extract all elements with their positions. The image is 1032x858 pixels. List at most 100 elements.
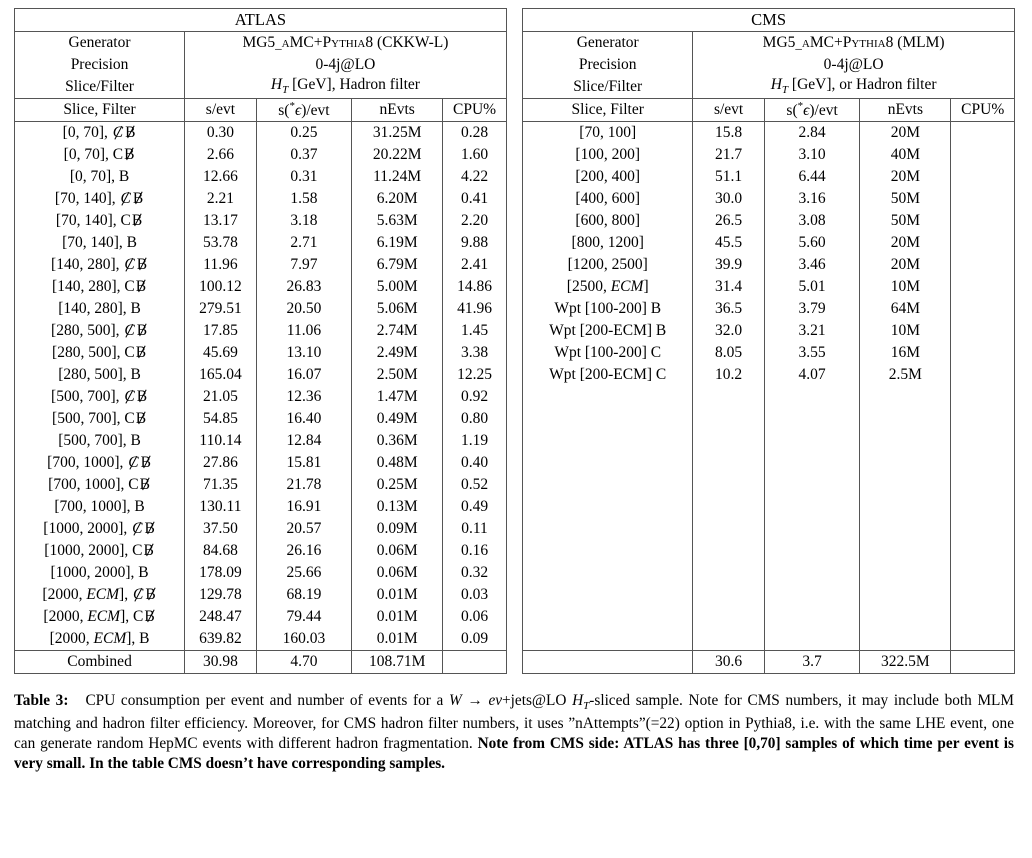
cell-atlas-nevts: 0.06M — [351, 540, 444, 562]
caption-label: Table 3: — [14, 692, 69, 709]
cell-cms-slice: [400, 600] — [522, 188, 694, 210]
table-row: [280, 500], CB 45.69 13.10 2.49M 3.38 Wpt [10… — [13, 342, 1015, 364]
cell-cms-empty — [950, 606, 1015, 628]
cell-atlas-nevts: 5.63M — [351, 210, 444, 232]
column-gap — [506, 386, 523, 408]
label-precision-cms: Precision — [522, 54, 694, 76]
cell-atlas-slice: [2000, ECM], B — [13, 628, 186, 651]
ecm-token: ECM — [86, 586, 120, 604]
column-gap — [506, 31, 523, 54]
cell-cms-cpu — [950, 144, 1015, 166]
cell-atlas-slice: [140, 280], CB — [13, 276, 186, 298]
seps-a-atlas: s( — [278, 102, 290, 120]
cell-atlas-seps: 12.36 — [256, 386, 353, 408]
gen-prefix-cms: MG5 — [762, 34, 796, 52]
cell-cms-nevts: 10M — [859, 320, 952, 342]
cell-atlas-sevt: 84.68 — [184, 540, 257, 562]
cell-combined-cms-label — [522, 650, 694, 674]
cell-atlas-seps: 20.57 — [256, 518, 353, 540]
cell-combined-atlas-cpu — [442, 650, 507, 674]
generator-row: Generator MG5_aMC+Pythia8 (CKKW-L) Gener… — [13, 31, 1015, 54]
cell-cms-empty — [522, 562, 694, 584]
gen-mid-cms: MC+ — [809, 34, 843, 52]
cell-cms-empty — [859, 518, 952, 540]
cell-atlas-cpu: 9.88 — [442, 232, 507, 254]
cell-atlas-nevts: 20.22M — [351, 144, 444, 166]
cell-atlas-seps: 11.06 — [256, 320, 353, 342]
cell-cms-sevt: 30.0 — [692, 188, 765, 210]
cell-atlas-nevts: 11.24M — [351, 166, 444, 188]
experiment-title-row: ATLAS CMS — [14, 8, 1015, 32]
cell-cms-empty — [692, 606, 765, 628]
ecm-token: ECM — [610, 278, 644, 296]
cell-cms-slice: [800, 1200] — [522, 232, 694, 254]
cell-atlas-slice: [2000, ECM], CB — [13, 606, 186, 628]
cell-cms-nevts: 20M — [859, 254, 952, 276]
column-gap — [506, 452, 523, 474]
value-slicefilter-cms: HT [GeV], or Hadron filter — [692, 76, 1015, 99]
cell-cms-nevts: 20M — [859, 166, 952, 188]
table-row: [500, 700], B 110.14 12.84 0.36M 1.19 — [13, 430, 1015, 452]
ht-rest-atlas: [GeV], Hadron filter — [288, 76, 420, 94]
table-row: [700, 1000], B 130.11 16.91 0.13M 0.49 — [13, 496, 1015, 518]
column-gap — [506, 8, 523, 32]
cell-cms-empty — [764, 562, 861, 584]
cell-cms-cpu — [950, 364, 1015, 386]
cell-cms-seps: 3.16 — [764, 188, 861, 210]
cell-atlas-seps: 2.71 — [256, 232, 353, 254]
column-gap — [506, 518, 523, 540]
cell-cms-empty — [764, 584, 861, 606]
cell-atlas-cpu: 4.22 — [442, 166, 507, 188]
cell-atlas-nevts: 0.09M — [351, 518, 444, 540]
caption-bold-note: Note from CMS side: ATLAS has three [0,7… — [14, 735, 1014, 773]
cell-atlas-slice: [1000, 2000], CB — [13, 540, 186, 562]
cell-atlas-seps: 0.25 — [256, 121, 353, 144]
column-gap — [506, 276, 523, 298]
table-row: [280, 500], B 165.04 16.07 2.50M 12.25 Wpt [2… — [13, 364, 1015, 386]
cell-atlas-nevts: 0.36M — [351, 430, 444, 452]
gen-pythia-atlas: Pythia — [322, 34, 366, 52]
caption-text-a: CPU consumption per event and number of … — [85, 692, 450, 709]
cell-atlas-nevts: 6.20M — [351, 188, 444, 210]
table-row: [0, 70], C B 0.30 0.25 31.25M 0.28 [70, 100] 15… — [13, 121, 1015, 144]
slash-c: C — [124, 322, 135, 340]
cell-cms-slice: Wpt [100-200] B — [522, 298, 694, 320]
cell-cms-empty — [692, 386, 765, 408]
cell-atlas-slice: [280, 500], CB — [13, 342, 186, 364]
cell-cms-cpu — [950, 188, 1015, 210]
cell-atlas-sevt: 21.05 — [184, 386, 257, 408]
seps-eps-atlas: ϵ — [294, 102, 302, 120]
cell-atlas-sevt: 45.69 — [184, 342, 257, 364]
cell-cms-empty — [522, 496, 694, 518]
cell-atlas-sevt: 0.30 — [184, 121, 257, 144]
col-header-cpu-atlas: CPU% — [442, 98, 507, 122]
cell-cms-empty — [859, 606, 952, 628]
cell-atlas-seps: 1.58 — [256, 188, 353, 210]
cell-atlas-sevt: 129.78 — [184, 584, 257, 606]
cell-atlas-nevts: 0.25M — [351, 474, 444, 496]
caption-w: W — [449, 692, 462, 709]
cell-atlas-slice: [0, 70], CB — [13, 144, 186, 166]
table-row: [70, 140], B 53.78 2.71 6.19M 9.88 [800, 1200… — [13, 232, 1015, 254]
cell-cms-nevts: 50M — [859, 210, 952, 232]
slash-b: B — [139, 476, 150, 494]
slicefilter-row: Slice/Filter HT [GeV], Hadron filter Sli… — [13, 76, 1015, 99]
column-gap — [506, 430, 523, 452]
cell-cms-slice: [2500, ECM] — [522, 276, 694, 298]
cell-atlas-slice: [700, 1000], B — [13, 496, 186, 518]
cell-atlas-sevt: 178.09 — [184, 562, 257, 584]
column-gap — [506, 54, 523, 76]
cell-cms-empty — [859, 430, 952, 452]
cell-cms-empty — [859, 408, 952, 430]
cell-cms-empty — [522, 408, 694, 430]
cell-cms-empty — [522, 518, 694, 540]
cell-atlas-cpu: 1.19 — [442, 430, 507, 452]
slash-c: C — [132, 520, 143, 538]
cell-combined-cms-cpu — [950, 650, 1015, 674]
cell-atlas-nevts: 0.13M — [351, 496, 444, 518]
cell-atlas-nevts: 6.19M — [351, 232, 444, 254]
cell-cms-seps: 5.60 — [764, 232, 861, 254]
table-row: [280, 500], C B 17.85 11.06 2.74M 1.45 Wpt [20… — [13, 320, 1015, 342]
